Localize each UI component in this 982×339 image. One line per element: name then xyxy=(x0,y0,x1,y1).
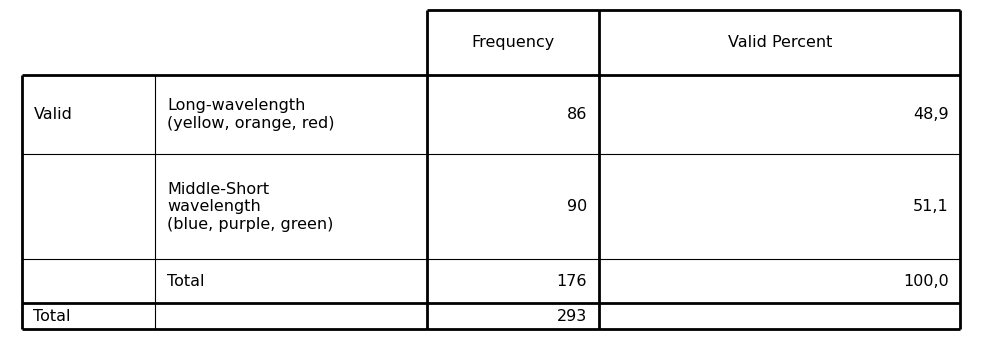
Text: 176: 176 xyxy=(557,274,587,289)
Text: 293: 293 xyxy=(557,308,587,324)
Text: Valid Percent: Valid Percent xyxy=(728,35,832,50)
Text: Total: Total xyxy=(33,308,71,324)
Text: Total: Total xyxy=(167,274,204,289)
Text: 48,9: 48,9 xyxy=(913,107,949,122)
Text: 51,1: 51,1 xyxy=(913,199,949,214)
Text: Frequency: Frequency xyxy=(471,35,555,50)
Text: 86: 86 xyxy=(567,107,587,122)
Text: 100,0: 100,0 xyxy=(902,274,949,289)
Text: Valid: Valid xyxy=(33,107,73,122)
Text: 90: 90 xyxy=(567,199,587,214)
Text: Middle-Short
wavelength
(blue, purple, green): Middle-Short wavelength (blue, purple, g… xyxy=(167,182,333,232)
Text: Long-wavelength
(yellow, orange, red): Long-wavelength (yellow, orange, red) xyxy=(167,98,335,131)
